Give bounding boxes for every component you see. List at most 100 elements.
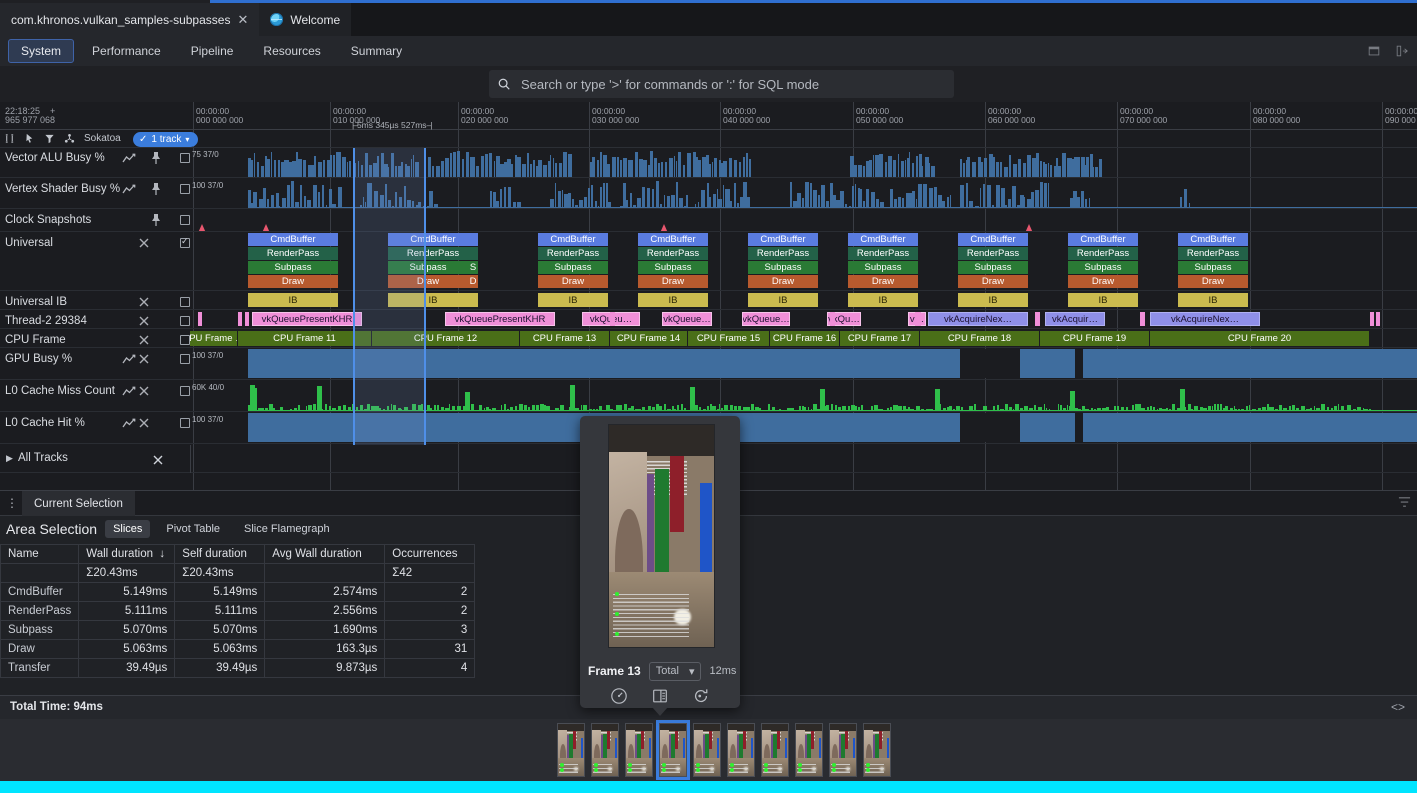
slice-draw[interactable]: Draw <box>958 275 1028 288</box>
frame-mode-select[interactable]: Total ▾ <box>648 661 702 681</box>
window-tab-trace[interactable]: com.khronos.vulkan_samples-subpasses ✕ <box>0 3 260 36</box>
timeline-track[interactable]: Vertex Shader Busy % 100 37/0 <box>0 179 1417 209</box>
chart-icon[interactable] <box>122 184 138 195</box>
slice-ib[interactable]: IB <box>388 293 478 307</box>
slice-marker[interactable] <box>1370 312 1374 326</box>
slice-subpass[interactable]: Subpass <box>958 261 1028 274</box>
slice-marker[interactable] <box>1376 312 1380 326</box>
side-panel-icon[interactable] <box>651 687 669 705</box>
pin-icon[interactable] <box>150 213 162 227</box>
slice-cpu-frame[interactable]: CPU Frame … <box>190 331 237 346</box>
close-icon[interactable]: ✕ <box>237 12 249 27</box>
timeline-track[interactable]: GPU Busy % 100 37/0 <box>0 349 1417 380</box>
frame-thumbnail[interactable] <box>863 723 891 777</box>
slice-subpass[interactable]: Subpass <box>248 261 338 274</box>
table-row[interactable]: Subpass 5.070ms 5.070ms 1.690ms 3 <box>0 620 476 640</box>
frame-thumbnail[interactable] <box>727 723 755 777</box>
track-checkbox[interactable] <box>180 418 190 428</box>
view-mode-slice-flamegraph[interactable]: Slice Flamegraph <box>244 522 330 535</box>
slice-draw[interactable]: Draw <box>748 275 818 288</box>
pin-icon[interactable] <box>150 151 162 165</box>
col-wall-duration[interactable]: Wall duration ↓ <box>78 544 176 564</box>
slice-renderpass[interactable]: RenderPass <box>1068 247 1138 260</box>
slice-cpu-frame[interactable]: CPU Frame 13 <box>520 331 609 346</box>
frame-thumbnail[interactable] <box>656 720 690 780</box>
slice-vk-call[interactable]: vkQueue… <box>662 312 712 326</box>
slice-renderpass[interactable]: RenderPass <box>958 247 1028 260</box>
collapse-icon[interactable] <box>4 133 15 144</box>
slice-draw[interactable]: Draw <box>1178 275 1248 288</box>
track-header[interactable]: CPU Frame <box>0 330 190 347</box>
col-occurrences[interactable]: Occurrences <box>384 544 476 564</box>
close-icon[interactable] <box>138 296 150 308</box>
track-header[interactable]: L0 Cache Hit % <box>0 413 190 443</box>
track-content[interactable]: 75 37/0 <box>190 148 1417 177</box>
tab-resources[interactable]: Resources <box>263 44 321 58</box>
slice-draw[interactable]: Draw <box>538 275 608 288</box>
chart-icon[interactable] <box>122 354 138 365</box>
slice-ib[interactable]: IB <box>248 293 338 307</box>
clock-snapshot-marker[interactable] <box>198 224 206 231</box>
frame-thumbnail[interactable] <box>625 723 653 777</box>
track-checkbox[interactable] <box>180 316 190 326</box>
timeline-track[interactable]: Thread-2 29384 vkQueuePresentKHR vkQueuePr… <box>0 311 1417 329</box>
slice-subpass[interactable]: Subpass <box>1178 261 1248 274</box>
slice-vk-call[interactable]: vkQueuePresentKHR <box>445 312 555 326</box>
table-row[interactable]: RenderPass 5.111ms 5.111ms 2.556ms 2 <box>0 601 476 621</box>
frame-thumbnail[interactable] <box>693 723 721 777</box>
close-icon[interactable] <box>138 385 150 397</box>
slice-cmdbuffer[interactable]: CmdBuffer <box>1178 233 1248 246</box>
slice-renderpass[interactable]: RenderPass <box>388 247 478 260</box>
slice-cpu-frame[interactable]: CPU Frame 14 <box>610 331 687 346</box>
tab-current-selection[interactable]: Current Selection <box>22 491 135 516</box>
clock-snapshot-marker[interactable] <box>660 224 668 231</box>
slice-subpass[interactable]: Subpass <box>748 261 818 274</box>
track-header[interactable]: Universal <box>0 233 190 290</box>
slice-cmdbuffer[interactable]: CmdBuffer <box>958 233 1028 246</box>
slice-draw[interactable]: Draw <box>248 275 338 288</box>
track-content[interactable]: 100 37/0 <box>190 179 1417 208</box>
track-header[interactable]: Universal IB <box>0 292 190 309</box>
slice-marker[interactable] <box>830 312 835 326</box>
filter-icon[interactable] <box>44 133 55 144</box>
slice-marker[interactable] <box>238 312 242 326</box>
slice-cpu-frame[interactable]: CPU Frame 18 <box>920 331 1039 346</box>
slice-ib[interactable]: IB <box>958 293 1028 307</box>
slice-cmdbuffer[interactable]: CmdBuffer <box>748 233 818 246</box>
slice-cmdbuffer[interactable]: CmdBuffer <box>848 233 918 246</box>
panel-layout-icon[interactable] <box>1367 44 1381 58</box>
slice-cmdbuffer[interactable]: CmdBuffer <box>1068 233 1138 246</box>
code-icon[interactable]: <> <box>1390 700 1405 714</box>
tab-pipeline[interactable]: Pipeline <box>190 44 234 58</box>
tab-performance[interactable]: Performance <box>92 44 161 58</box>
slice-ib[interactable]: IB <box>848 293 918 307</box>
filter-icon[interactable] <box>1398 496 1411 509</box>
slice-marker[interactable] <box>1140 312 1145 326</box>
slice-subpass[interactable]: Subpass <box>638 261 708 274</box>
slice-renderpass[interactable]: RenderPass <box>748 247 818 260</box>
slice-cpu-frame[interactable]: CPU Frame 12 <box>372 331 519 346</box>
slice-vk-call[interactable]: vkQu… <box>827 312 861 326</box>
slice-draw[interactable]: Draw <box>1068 275 1138 288</box>
slice-marker[interactable] <box>245 312 249 326</box>
table-row[interactable]: Draw 5.063ms 5.063ms 163.3µs 31 <box>0 639 476 659</box>
close-icon[interactable] <box>138 353 150 365</box>
clock-snapshot-marker[interactable] <box>262 224 270 231</box>
frame-thumbnail[interactable] <box>795 723 823 777</box>
slice-subpass-short[interactable]: S <box>468 261 478 274</box>
slice-ib[interactable]: IB <box>538 293 608 307</box>
view-mode-pivot-table[interactable]: Pivot Table <box>166 522 221 535</box>
timeline-track[interactable]: UniversalCmdBufferRenderPassSubpassDrawC… <box>0 233 1417 291</box>
slice-marker[interactable] <box>610 312 615 326</box>
tab-system[interactable]: System <box>8 39 75 63</box>
slice-draw-short[interactable]: D <box>468 275 478 288</box>
slice-marker[interactable] <box>1035 312 1040 326</box>
track-checkbox[interactable] <box>180 184 190 194</box>
close-icon[interactable] <box>152 454 164 466</box>
slice-subpass[interactable]: Subpass <box>848 261 918 274</box>
slice-vk-call[interactable]: vkAcquireNex… <box>928 312 1028 326</box>
close-icon[interactable] <box>138 237 150 249</box>
slice-ib[interactable]: IB <box>1178 293 1248 307</box>
slice-ib[interactable]: IB <box>638 293 708 307</box>
slice-marker[interactable] <box>198 312 202 326</box>
